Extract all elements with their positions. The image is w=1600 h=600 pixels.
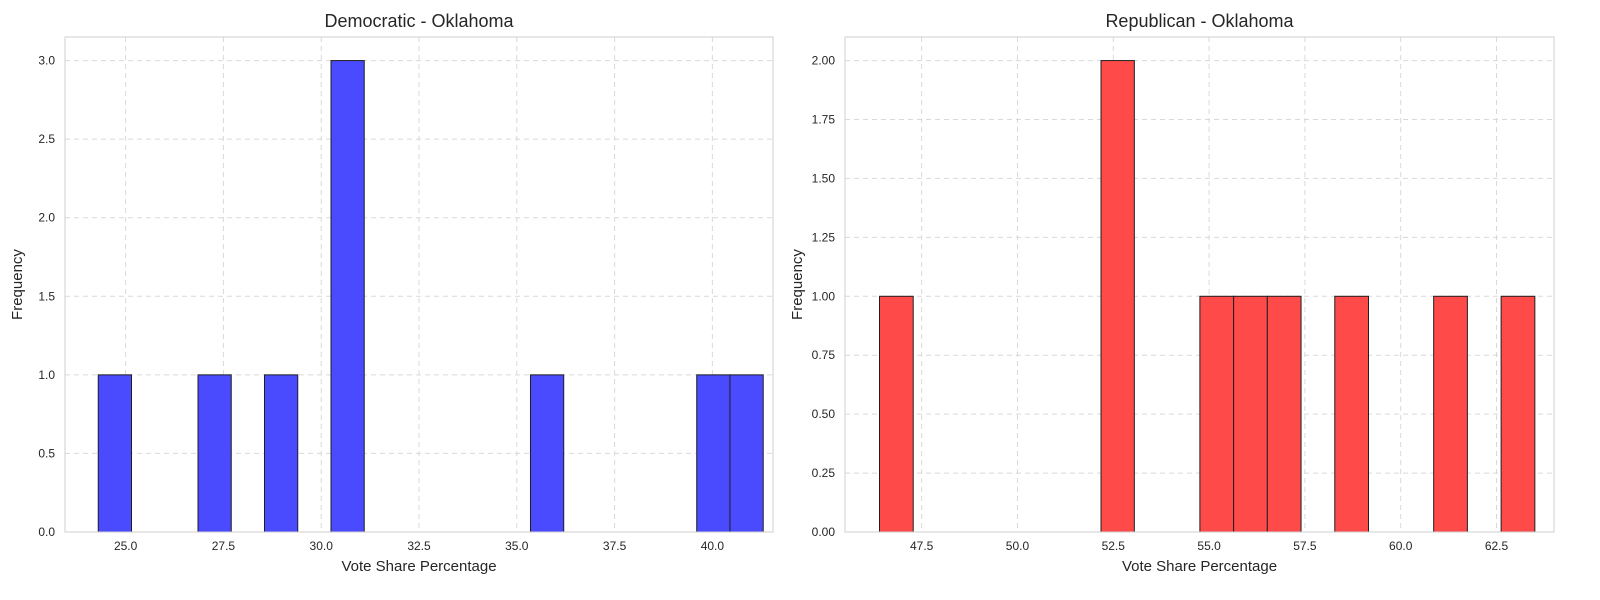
- y-tick-label: 0.75: [812, 348, 836, 362]
- x-tick-label: 35.0: [505, 539, 529, 553]
- histogram-bar: [97, 374, 132, 533]
- x-tick-label: 30.0: [310, 539, 334, 553]
- x-tick-label: 27.5: [212, 539, 236, 553]
- y-tick-label: 0.25: [812, 466, 836, 480]
- x-tick-label: 32.5: [407, 539, 431, 553]
- x-tick-label: 37.5: [603, 539, 627, 553]
- histogram-bar: [529, 374, 565, 533]
- y-tick-label: 1.75: [812, 113, 836, 127]
- plot-frame: [844, 36, 1555, 533]
- x-tick-label: 40.0: [701, 539, 725, 553]
- histogram-bar: [729, 374, 764, 533]
- x-tick-label: 62.5: [1485, 539, 1509, 553]
- y-axis-label: Frequency: [9, 249, 26, 320]
- x-tick-label: 47.5: [910, 539, 934, 553]
- y-tick-label: 1.25: [812, 230, 836, 244]
- histogram-bar: [1433, 295, 1468, 533]
- y-tick-label: 1.50: [812, 171, 836, 185]
- y-tick-label: 2.00: [812, 54, 836, 68]
- y-tick-label: 0.50: [812, 407, 836, 421]
- histogram-bar: [1100, 60, 1135, 533]
- y-tick-label: 1.00: [812, 289, 836, 303]
- chart-title: Democratic - Oklahoma: [324, 11, 514, 31]
- histogram-bar: [1199, 295, 1235, 533]
- histogram-bar: [330, 60, 365, 533]
- y-tick-label: 1.0: [38, 368, 55, 382]
- x-axis-label: Vote Share Percentage: [1122, 558, 1277, 575]
- y-tick-label: 0.0: [38, 525, 55, 539]
- y-tick-label: 0.5: [38, 446, 55, 460]
- chart-republican: 47.5 50.0 52.5 55.0 57.5 60.0 62.5 0.00 0.25 0.50…: [789, 11, 1555, 575]
- x-tick-label: 55.0: [1197, 539, 1221, 553]
- x-tick-label: 52.5: [1102, 539, 1126, 553]
- histogram-bar: [1334, 295, 1370, 533]
- histogram-bar: [696, 374, 731, 533]
- x-tick-label: 50.0: [1006, 539, 1030, 553]
- chart-title: Republican - Oklahoma: [1105, 11, 1294, 31]
- histogram-bar: [1233, 295, 1268, 533]
- x-tick-label: 25.0: [114, 539, 138, 553]
- y-tick-label: 3.0: [38, 54, 55, 68]
- histogram-bar: [197, 374, 232, 533]
- plot-frame: [64, 36, 774, 533]
- chart-democratic: 25.0 27.5 30.0 32.5 35.0 37.5 40.0 0.0 0.5 1.0 1.5…: [9, 11, 774, 575]
- x-axis-label: Vote Share Percentage: [341, 558, 496, 575]
- y-tick-label: 1.5: [38, 289, 55, 303]
- histogram-bar: [1500, 295, 1536, 533]
- x-tick-label: 57.5: [1293, 539, 1317, 553]
- y-axis-label: Frequency: [789, 249, 806, 320]
- y-tick-label: 2.5: [38, 132, 55, 146]
- x-tick-label: 60.0: [1389, 539, 1413, 553]
- histogram-bar: [263, 374, 299, 533]
- histogram-bar: [1266, 295, 1302, 533]
- y-tick-label: 2.0: [38, 211, 55, 225]
- y-tick-label: 0.00: [812, 525, 836, 539]
- histogram-bar: [878, 295, 914, 533]
